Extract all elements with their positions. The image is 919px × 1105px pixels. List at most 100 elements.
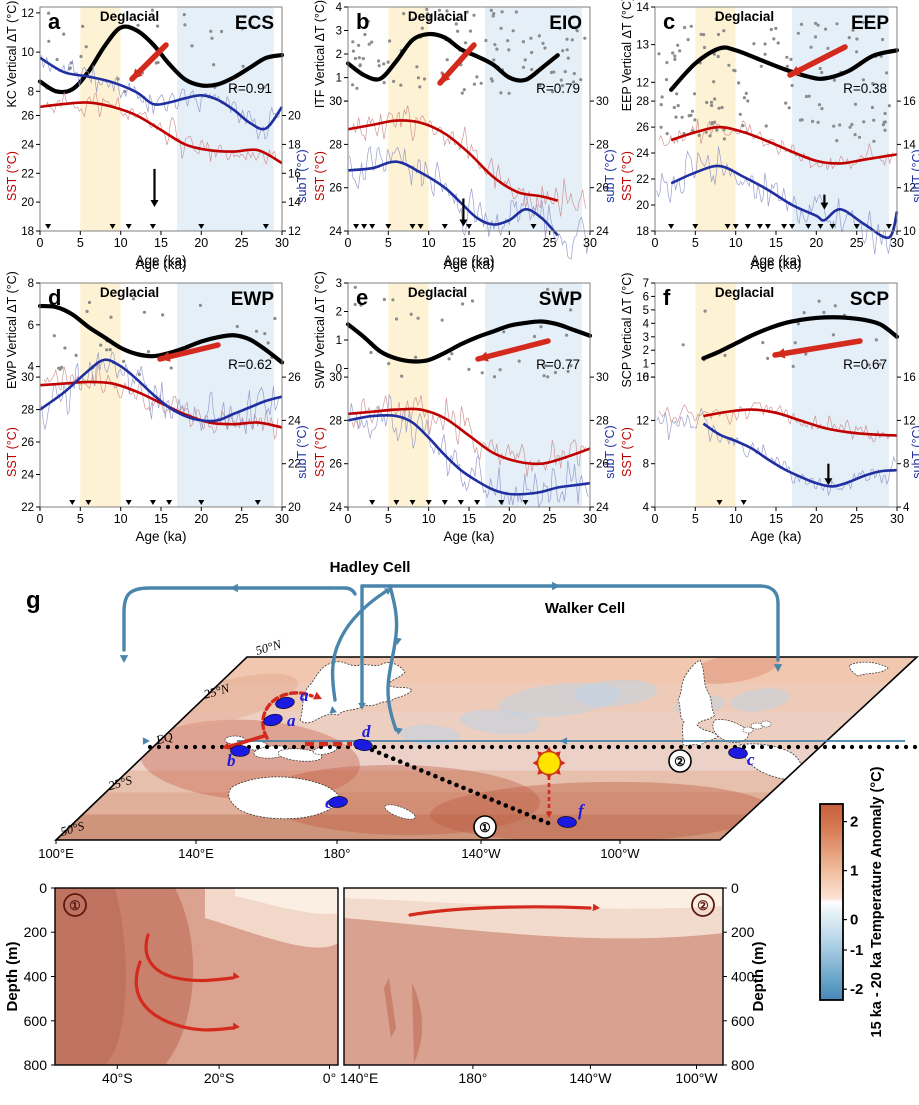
svg-text:SST (°C): SST (°C)	[313, 151, 327, 201]
svg-text:d: d	[362, 722, 371, 741]
svg-text:30: 30	[583, 236, 597, 250]
svg-text:a: a	[48, 9, 61, 34]
svg-text:Deglacial: Deglacial	[408, 9, 467, 24]
svg-text:140°W: 140°W	[569, 1070, 612, 1086]
svg-text:4: 4	[643, 318, 650, 330]
svg-text:Depth (m): Depth (m)	[750, 942, 767, 1012]
svg-text:14: 14	[636, 2, 649, 14]
svg-text:100°E: 100°E	[38, 846, 74, 861]
svg-text:②: ②	[674, 754, 686, 769]
svg-text:3: 3	[336, 278, 342, 290]
svg-text:20: 20	[194, 236, 208, 250]
svg-text:Age (ka): Age (ka)	[750, 529, 801, 544]
svg-text:5: 5	[385, 512, 392, 526]
svg-text:12: 12	[636, 77, 649, 89]
svg-text:R=0.79: R=0.79	[536, 81, 580, 96]
svg-text:26: 26	[636, 122, 649, 134]
svg-text:SCP Vertical ΔT (°C): SCP Vertical ΔT (°C)	[620, 273, 634, 388]
svg-text:a: a	[287, 711, 296, 730]
svg-text:30: 30	[275, 512, 289, 526]
svg-text:subT (°C): subT (°C)	[603, 425, 617, 478]
svg-text:EEP: EEP	[851, 13, 889, 34]
svg-text:24: 24	[596, 226, 609, 238]
svg-text:d: d	[48, 285, 61, 310]
svg-text:15: 15	[154, 512, 168, 526]
svg-text:25: 25	[543, 512, 557, 526]
svg-text:SST (°C): SST (°C)	[5, 151, 19, 201]
svg-text:20°S: 20°S	[204, 1070, 235, 1086]
svg-text:KC Vertical ΔT (°C): KC Vertical ΔT (°C)	[5, 1, 19, 108]
svg-text:SWP: SWP	[539, 289, 583, 310]
svg-text:26: 26	[21, 111, 34, 123]
svg-text:5: 5	[385, 236, 392, 250]
svg-text:20: 20	[636, 200, 649, 212]
svg-text:0: 0	[850, 912, 858, 929]
svg-text:ECS: ECS	[235, 13, 274, 34]
svg-text:20: 20	[809, 236, 823, 250]
svg-text:1: 1	[336, 73, 342, 85]
svg-text:10: 10	[114, 512, 128, 526]
svg-text:e: e	[325, 793, 333, 812]
svg-text:26: 26	[21, 437, 34, 449]
svg-text:24: 24	[329, 502, 342, 514]
svg-text:8: 8	[28, 278, 34, 290]
svg-text:②: ②	[697, 898, 709, 913]
svg-text:16: 16	[903, 372, 916, 384]
svg-text:1: 1	[850, 863, 858, 880]
svg-text:EIO: EIO	[549, 13, 582, 34]
svg-text:6: 6	[28, 320, 34, 332]
svg-text:0: 0	[652, 512, 659, 526]
svg-text:24: 24	[21, 470, 34, 482]
svg-text:-2: -2	[850, 981, 863, 998]
svg-text:200: 200	[24, 924, 48, 940]
svg-text:25: 25	[850, 512, 864, 526]
svg-text:22: 22	[636, 174, 649, 186]
svg-text:c: c	[663, 9, 675, 34]
svg-text:0: 0	[37, 236, 44, 250]
svg-text:24: 24	[21, 139, 34, 151]
svg-text:EWP Vertical ΔT (°C): EWP Vertical ΔT (°C)	[5, 271, 19, 389]
svg-text:7: 7	[643, 278, 649, 290]
svg-text:Age (ka): Age (ka)	[443, 529, 494, 544]
svg-text:4: 4	[643, 502, 650, 514]
svg-text:subT (°C): subT (°C)	[295, 425, 309, 478]
svg-text:22: 22	[21, 168, 34, 180]
svg-text:R=0.38: R=0.38	[843, 81, 887, 96]
svg-text:600: 600	[731, 1013, 755, 1029]
svg-text:16: 16	[636, 372, 649, 384]
svg-text:28: 28	[329, 139, 342, 151]
svg-text:0°: 0°	[323, 1070, 336, 1086]
svg-text:26: 26	[288, 372, 301, 384]
svg-text:18: 18	[636, 226, 649, 238]
svg-text:400: 400	[24, 969, 48, 985]
svg-text:25: 25	[235, 512, 249, 526]
svg-text:13: 13	[636, 40, 649, 52]
svg-text:20: 20	[809, 512, 823, 526]
svg-text:8: 8	[903, 459, 909, 471]
svg-text:Age (ka): Age (ka)	[135, 529, 186, 544]
svg-text:10: 10	[729, 236, 743, 250]
svg-text:0: 0	[345, 236, 352, 250]
svg-text:140°E: 140°E	[178, 846, 214, 861]
svg-text:2: 2	[336, 49, 342, 61]
svg-text:30: 30	[329, 372, 342, 384]
svg-text:30: 30	[329, 96, 342, 108]
svg-text:g: g	[26, 587, 41, 614]
svg-text:subT (°C): subT (°C)	[295, 149, 309, 202]
svg-text:2: 2	[850, 814, 858, 831]
svg-text:5: 5	[643, 305, 649, 317]
svg-text:20: 20	[502, 236, 516, 250]
svg-text:0: 0	[39, 880, 47, 896]
svg-text:20: 20	[288, 111, 301, 123]
svg-text:subT (°C): subT (°C)	[910, 425, 919, 478]
svg-text:Depth (m): Depth (m)	[4, 942, 21, 1012]
svg-text:b: b	[227, 751, 236, 770]
svg-text:Deglacial: Deglacial	[100, 9, 159, 24]
svg-text:R=0.62: R=0.62	[228, 357, 272, 372]
svg-text:10: 10	[422, 512, 436, 526]
svg-text:5: 5	[77, 512, 84, 526]
svg-text:180°: 180°	[458, 1070, 487, 1086]
svg-text:ITF Vertical ΔT (°C): ITF Vertical ΔT (°C)	[313, 0, 327, 108]
svg-text:SST (°C): SST (°C)	[620, 427, 634, 477]
svg-text:30: 30	[596, 96, 609, 108]
